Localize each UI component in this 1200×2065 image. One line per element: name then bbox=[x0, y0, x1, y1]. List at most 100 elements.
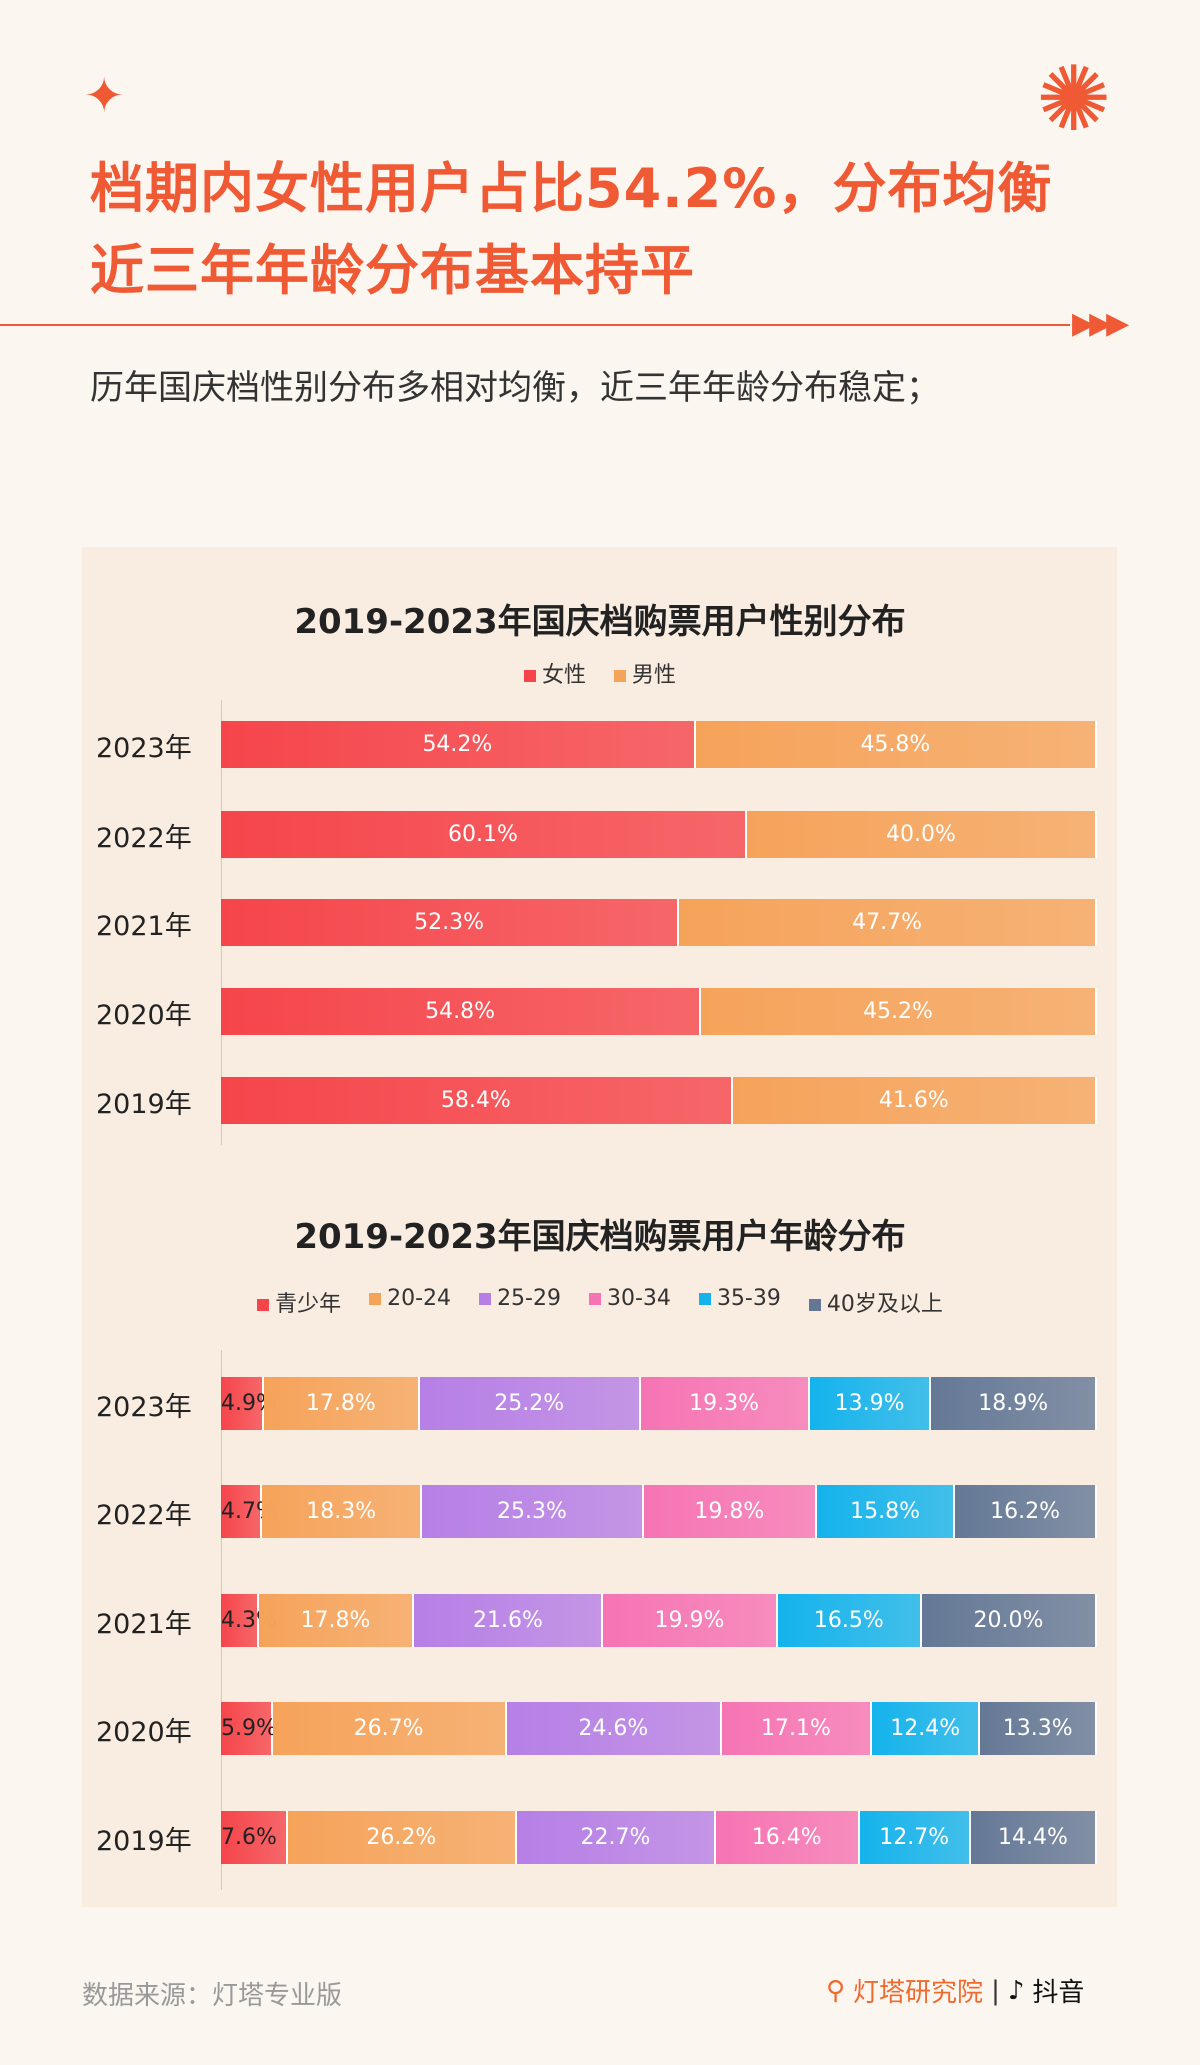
legend-gender: 女性 男性 bbox=[0, 657, 1200, 689]
douyin-icon: ♪ bbox=[1007, 1975, 1025, 2006]
legend-item: 20-24 bbox=[369, 1286, 451, 1318]
legend-label: 男性 bbox=[632, 663, 677, 688]
data-label: 60.1% bbox=[448, 821, 518, 847]
bar-segment: 4.7% bbox=[221, 1484, 277, 1538]
legend-label: 40岁及以上 bbox=[826, 1292, 943, 1317]
legend-swatch bbox=[479, 1293, 492, 1305]
bar-segment: 54.2% bbox=[221, 720, 696, 768]
bar-segment: 26.7% bbox=[272, 1701, 507, 1755]
data-label: 5.9% bbox=[221, 1715, 277, 1741]
legend-swatch bbox=[614, 670, 626, 682]
bar-segment: 13.3% bbox=[980, 1701, 1097, 1755]
legend-swatch bbox=[257, 1299, 270, 1311]
data-label: 45.8% bbox=[860, 731, 931, 757]
bar-segment: 18.3% bbox=[262, 1484, 423, 1538]
data-label: 24.6% bbox=[578, 1715, 649, 1741]
y-tick-label: 2022年 bbox=[96, 823, 192, 854]
legend-item: 25-29 bbox=[479, 1286, 561, 1318]
y-tick-label: 2020年 bbox=[96, 1717, 192, 1748]
bar-segment: 12.7% bbox=[859, 1810, 971, 1864]
legend-label: 35-39 bbox=[716, 1286, 781, 1311]
bar-segment: 22.7% bbox=[517, 1810, 716, 1864]
arrows-icon: ▶▶▶ bbox=[1072, 306, 1129, 341]
bar-segment: 16.5% bbox=[777, 1593, 922, 1647]
bar-segment: 25.2% bbox=[419, 1376, 641, 1430]
title-line-2: 近三年年龄分布基本持平 bbox=[90, 239, 695, 302]
data-label: 17.8% bbox=[300, 1607, 371, 1633]
bar-segment: 16.4% bbox=[715, 1810, 860, 1864]
y-tick-label: 2022年 bbox=[96, 1500, 192, 1531]
legend-item: 35-39 bbox=[698, 1286, 781, 1318]
bar-segment: 41.6% bbox=[732, 1076, 1097, 1124]
bar-segment: 17.8% bbox=[263, 1376, 420, 1430]
data-label: 16.2% bbox=[990, 1498, 1061, 1524]
bar-segment: 52.3% bbox=[221, 898, 680, 946]
bar-segment: 18.9% bbox=[931, 1376, 1097, 1430]
bar-segment: 4.3% bbox=[221, 1593, 277, 1647]
bar-segment: 19.3% bbox=[640, 1376, 810, 1430]
page-title: 档期内女性用户占比54.2%，分布均衡 近三年年龄分布基本持平 bbox=[90, 148, 1052, 312]
bar-segment: 25.3% bbox=[422, 1484, 644, 1538]
data-label: 17.1% bbox=[761, 1715, 831, 1741]
legend-label: 青少年 bbox=[275, 1292, 342, 1317]
legend-swatch bbox=[369, 1293, 382, 1305]
data-label: 16.5% bbox=[813, 1607, 884, 1633]
brand-name: 灯塔研究院 bbox=[853, 1978, 984, 2008]
bar-segment: 14.4% bbox=[970, 1810, 1097, 1864]
bar-segment: 45.8% bbox=[695, 720, 1097, 768]
subtitle: 历年国庆档性别分布多相对均衡，近三年年龄分布稳定； bbox=[90, 368, 940, 408]
bar-segment: 16.2% bbox=[955, 1484, 1097, 1538]
partner-name: 抖音 bbox=[1032, 1978, 1085, 2008]
data-label: 40.0% bbox=[886, 821, 956, 847]
data-label: 13.9% bbox=[834, 1390, 905, 1416]
bar-segment: 4.9% bbox=[221, 1376, 277, 1430]
y-tick-label: 2023年 bbox=[96, 1392, 192, 1423]
y-tick-label: 2021年 bbox=[96, 911, 192, 942]
data-label: 47.7% bbox=[852, 909, 922, 935]
legend-item: 40岁及以上 bbox=[808, 1286, 943, 1318]
legend-age: 青少年 20-24 25-29 30-34 35-39 40岁及以上 bbox=[0, 1286, 1200, 1318]
data-label: 18.3% bbox=[306, 1498, 377, 1524]
bar-segment: 26.2% bbox=[287, 1810, 518, 1864]
data-label: 7.6% bbox=[221, 1824, 277, 1850]
lighthouse-icon: ⚲ bbox=[826, 1975, 846, 2006]
title-line-1: 档期内女性用户占比54.2%，分布均衡 bbox=[90, 157, 1053, 220]
data-label: 13.3% bbox=[1002, 1715, 1073, 1741]
data-label: 17.8% bbox=[305, 1390, 376, 1416]
data-label: 19.8% bbox=[694, 1498, 765, 1524]
chart-title-gender: 2019-2023年国庆档购票用户性别分布 bbox=[294, 602, 906, 642]
bar-segment: 24.6% bbox=[506, 1701, 723, 1755]
data-label: 25.3% bbox=[497, 1498, 567, 1524]
legend-label: 30-34 bbox=[607, 1286, 671, 1311]
bar-segment: 5.9% bbox=[221, 1701, 277, 1755]
bar-segment: 13.9% bbox=[809, 1376, 932, 1430]
data-label: 16.4% bbox=[751, 1824, 822, 1850]
data-label: 19.9% bbox=[654, 1607, 725, 1633]
y-tick-label: 2021年 bbox=[96, 1609, 192, 1640]
chart-panel bbox=[82, 547, 1117, 1907]
legend-swatch bbox=[523, 670, 536, 682]
data-label: 15.8% bbox=[850, 1498, 921, 1524]
divider bbox=[0, 324, 1070, 326]
bar-segment: 20.0% bbox=[921, 1593, 1097, 1647]
bar-segment: 7.6% bbox=[221, 1810, 288, 1864]
bar-segment: 17.1% bbox=[722, 1701, 872, 1755]
bar-segment: 58.4% bbox=[221, 1076, 733, 1124]
data-label: 26.7% bbox=[353, 1715, 424, 1741]
bar-segment: 15.8% bbox=[816, 1484, 956, 1538]
chart-title-age: 2019-2023年国庆档购票用户年龄分布 bbox=[294, 1217, 906, 1257]
bar-segment: 60.1% bbox=[221, 810, 747, 858]
legend-swatch bbox=[808, 1299, 821, 1311]
data-label: 14.4% bbox=[997, 1824, 1068, 1850]
bar-segment: 12.4% bbox=[871, 1701, 981, 1755]
data-label: 52.3% bbox=[414, 909, 485, 935]
bar-segment: 47.7% bbox=[679, 898, 1097, 946]
data-label: 12.7% bbox=[879, 1824, 950, 1850]
legend-item: 男性 bbox=[614, 657, 676, 689]
legend-label: 20-24 bbox=[387, 1286, 452, 1311]
data-label: 20.0% bbox=[973, 1607, 1044, 1633]
data-label: 19.3% bbox=[689, 1390, 760, 1416]
legend-item: 30-34 bbox=[589, 1286, 671, 1318]
y-tick-label: 2019年 bbox=[96, 1089, 192, 1120]
data-label: 45.2% bbox=[863, 998, 933, 1024]
